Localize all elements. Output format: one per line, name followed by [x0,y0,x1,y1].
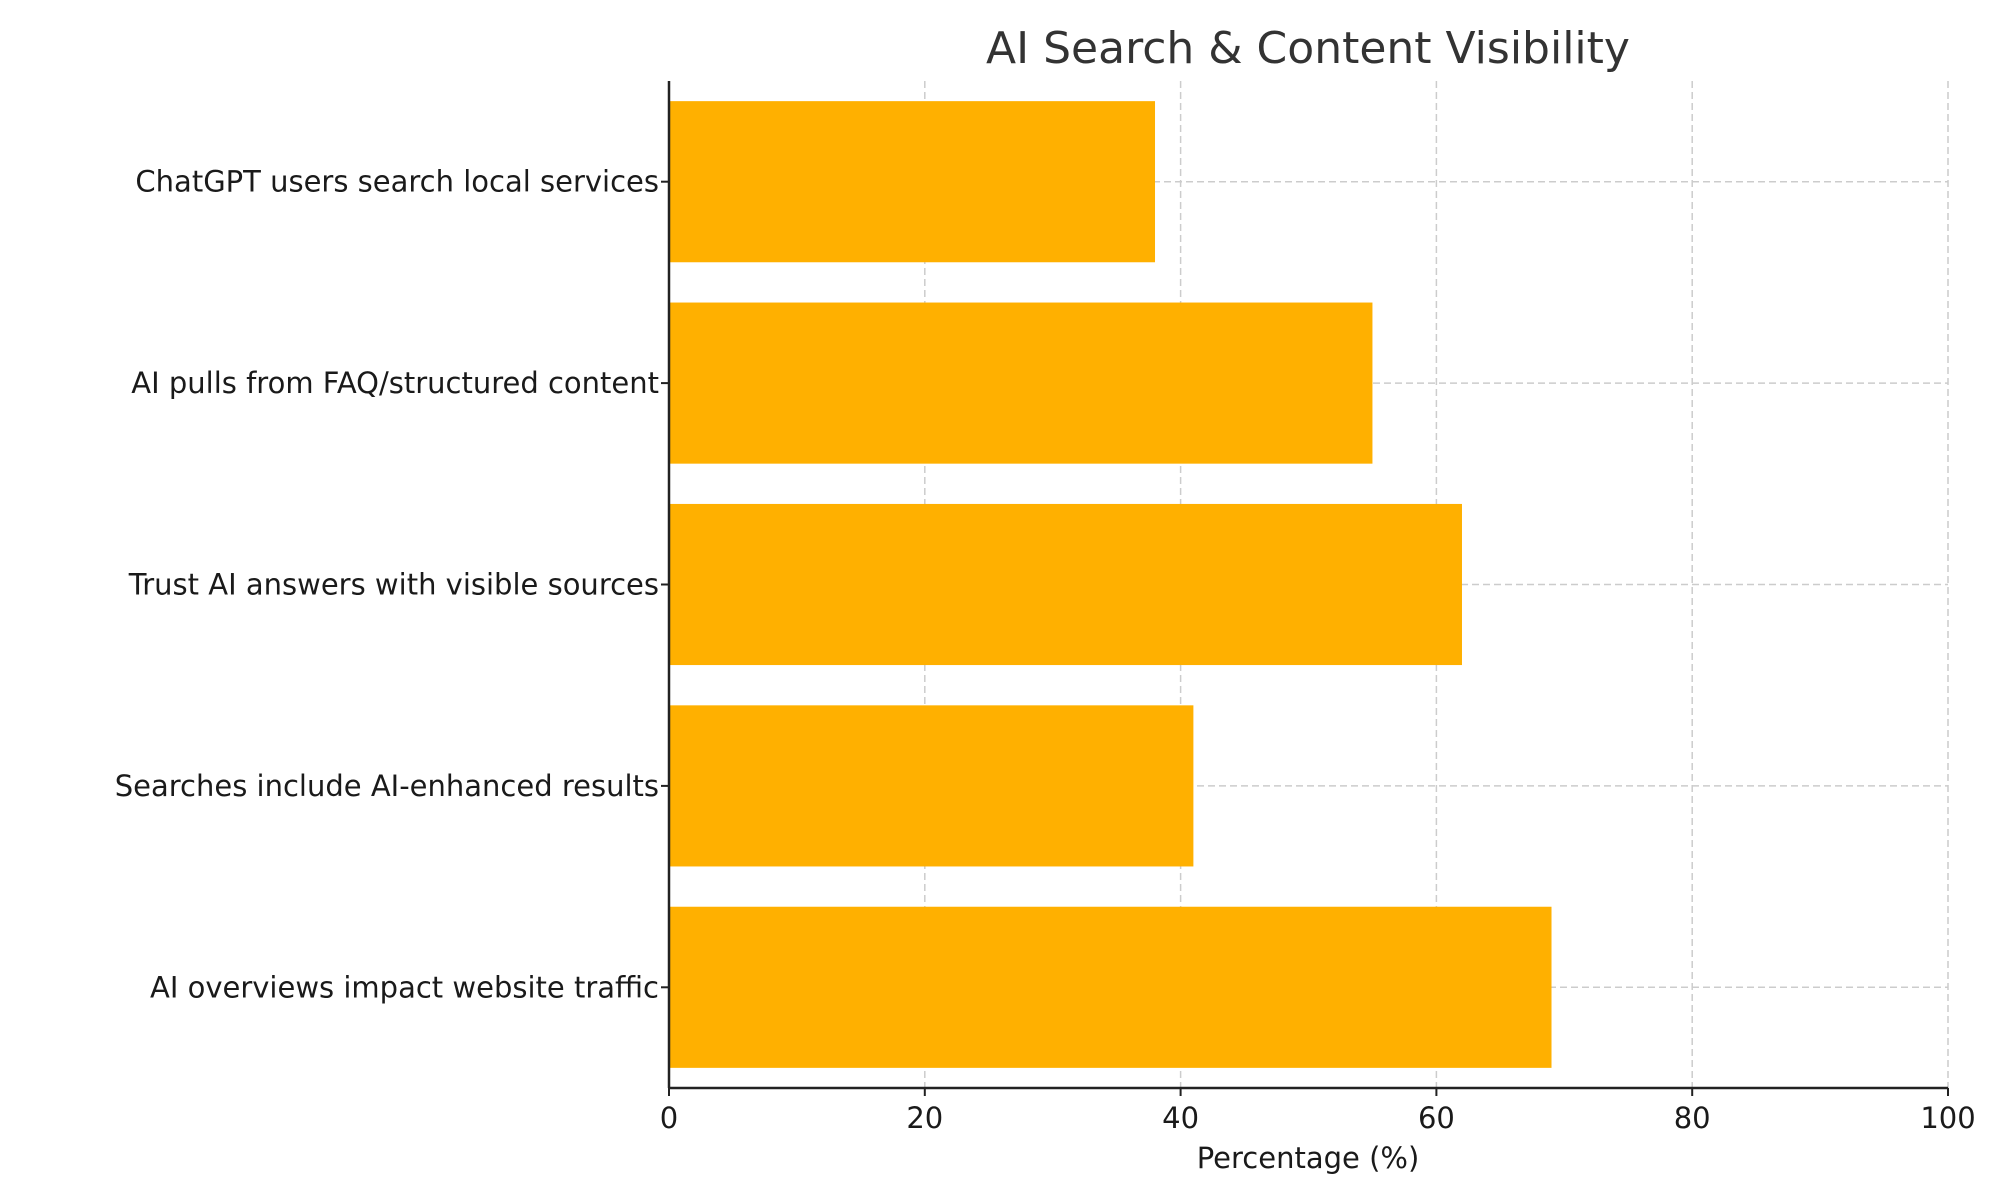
y-tick-label: Searches include AI-enhanced results [115,769,659,803]
bar [669,302,1373,464]
chart-title: AI Search & Content Visibility [986,23,1630,74]
bar [669,705,1194,867]
x-tick-label: 20 [906,1101,943,1135]
y-axis: ChatGPT users search local services AI pu… [115,81,671,1088]
y-tick-label: AI overviews impact website traffic [150,970,659,1004]
y-tick-label: AI pulls from FAQ/structured content [131,366,659,400]
bar [669,503,1462,666]
bars [669,101,1552,1068]
x-tick-label: 100 [1920,1101,1975,1135]
x-tick-label: 40 [1162,1101,1199,1135]
x-axis-label: Percentage (%) [1197,1141,1420,1175]
y-tick-label: Trust AI answers with visible sources [128,568,659,602]
x-axis: 0 20 40 60 80 100 [660,1086,1976,1135]
y-tick-label: ChatGPT users search local services [135,165,659,199]
x-tick-label: 80 [1674,1101,1711,1135]
x-tick-label: 0 [660,1101,678,1135]
bar [669,101,1156,263]
bar [669,906,1552,1068]
x-tick-label: 60 [1418,1101,1455,1135]
